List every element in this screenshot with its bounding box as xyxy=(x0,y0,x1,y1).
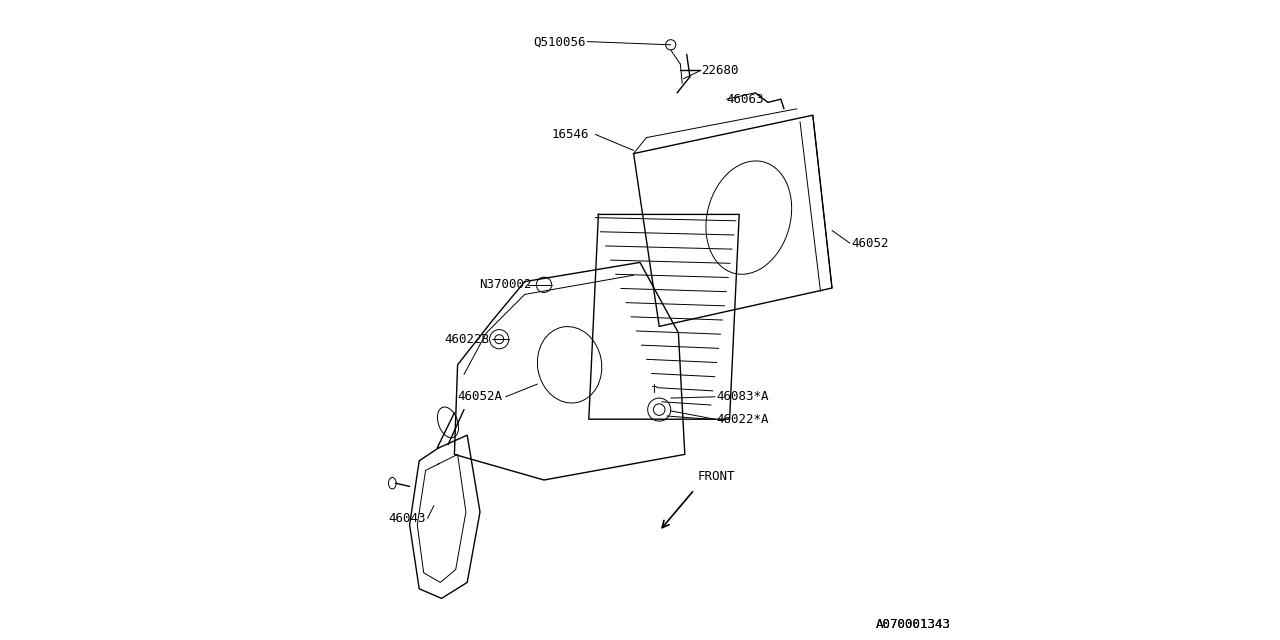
Text: A070001343: A070001343 xyxy=(876,618,950,630)
Text: FRONT: FRONT xyxy=(698,470,735,483)
Text: 16546: 16546 xyxy=(552,128,589,141)
Text: 46022B: 46022B xyxy=(444,333,490,346)
Text: 46022*A: 46022*A xyxy=(717,413,769,426)
Text: 46063: 46063 xyxy=(727,93,764,106)
Text: 22680: 22680 xyxy=(701,64,739,77)
Text: 46052A: 46052A xyxy=(457,390,502,403)
Text: 46052: 46052 xyxy=(851,237,888,250)
Text: N370002: N370002 xyxy=(479,278,531,291)
Text: Q510056: Q510056 xyxy=(532,35,585,48)
Text: 46043: 46043 xyxy=(388,512,425,525)
Text: 46083*A: 46083*A xyxy=(717,390,769,403)
Text: A070001343: A070001343 xyxy=(876,618,950,630)
